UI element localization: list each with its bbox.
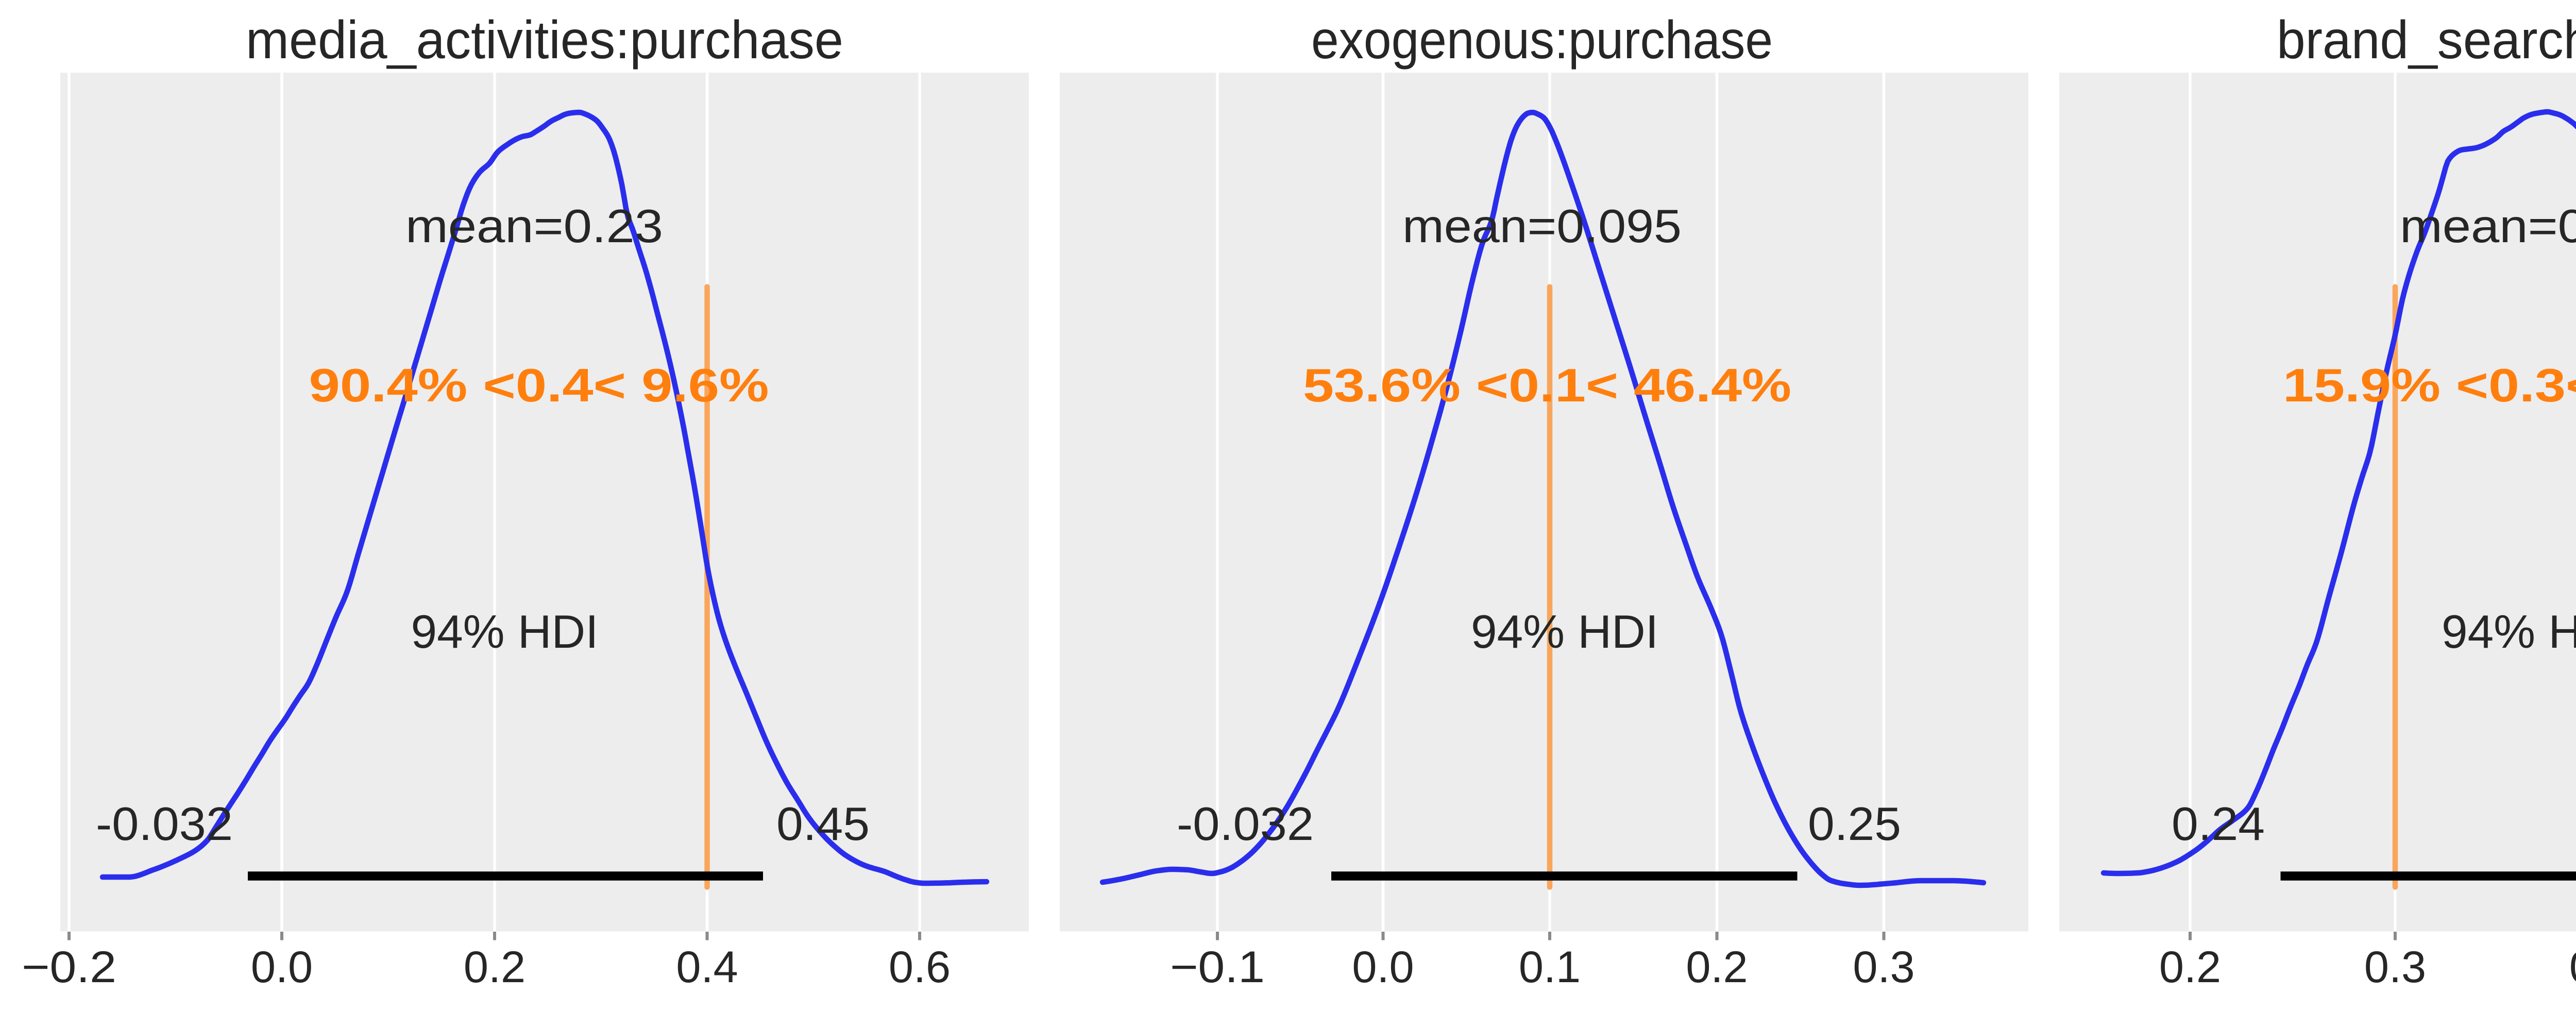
svg-text:0.0: 0.0 xyxy=(251,942,313,992)
svg-text:0.2: 0.2 xyxy=(2159,942,2221,992)
svg-text:media_activities:purchase: media_activities:purchase xyxy=(246,10,843,70)
svg-text:mean=0.36: mean=0.36 xyxy=(2400,200,2576,252)
svg-text:0.3: 0.3 xyxy=(1853,942,1914,992)
svg-text:exogenous:purchase: exogenous:purchase xyxy=(1311,10,1773,70)
svg-text:15.9% <0.3< 84.1%: 15.9% <0.3< 84.1% xyxy=(2283,360,2576,412)
svg-text:brand_search:purchase: brand_search:purchase xyxy=(2277,10,2576,70)
svg-text:−0.1: −0.1 xyxy=(1170,942,1265,992)
svg-text:mean=0.095: mean=0.095 xyxy=(1402,200,1682,252)
svg-text:94% HDI: 94% HDI xyxy=(2442,606,2576,658)
svg-text:0.4: 0.4 xyxy=(2569,942,2576,992)
svg-text:90.4% <0.4< 9.6%: 90.4% <0.4< 9.6% xyxy=(309,360,769,412)
svg-text:−0.2: −0.2 xyxy=(22,942,116,992)
svg-text:53.6% <0.1< 46.4%: 53.6% <0.1< 46.4% xyxy=(1303,360,1791,412)
svg-text:94% HDI: 94% HDI xyxy=(1471,606,1658,658)
svg-text:mean=0.23: mean=0.23 xyxy=(405,200,663,252)
svg-text:0.25: 0.25 xyxy=(1808,798,1901,850)
svg-text:-0.032: -0.032 xyxy=(1177,798,1314,850)
svg-text:0.1: 0.1 xyxy=(1519,942,1581,992)
svg-text:0.6: 0.6 xyxy=(889,942,951,992)
svg-text:0.2: 0.2 xyxy=(464,942,526,992)
svg-text:0.24: 0.24 xyxy=(2172,798,2265,850)
svg-text:0.45: 0.45 xyxy=(776,798,870,850)
svg-text:0.4: 0.4 xyxy=(676,942,738,992)
svg-text:-0.032: -0.032 xyxy=(96,798,233,850)
svg-text:0.3: 0.3 xyxy=(2364,942,2426,992)
svg-text:0.0: 0.0 xyxy=(1352,942,1414,992)
svg-text:94% HDI: 94% HDI xyxy=(411,606,599,658)
svg-text:0.2: 0.2 xyxy=(1686,942,1748,992)
